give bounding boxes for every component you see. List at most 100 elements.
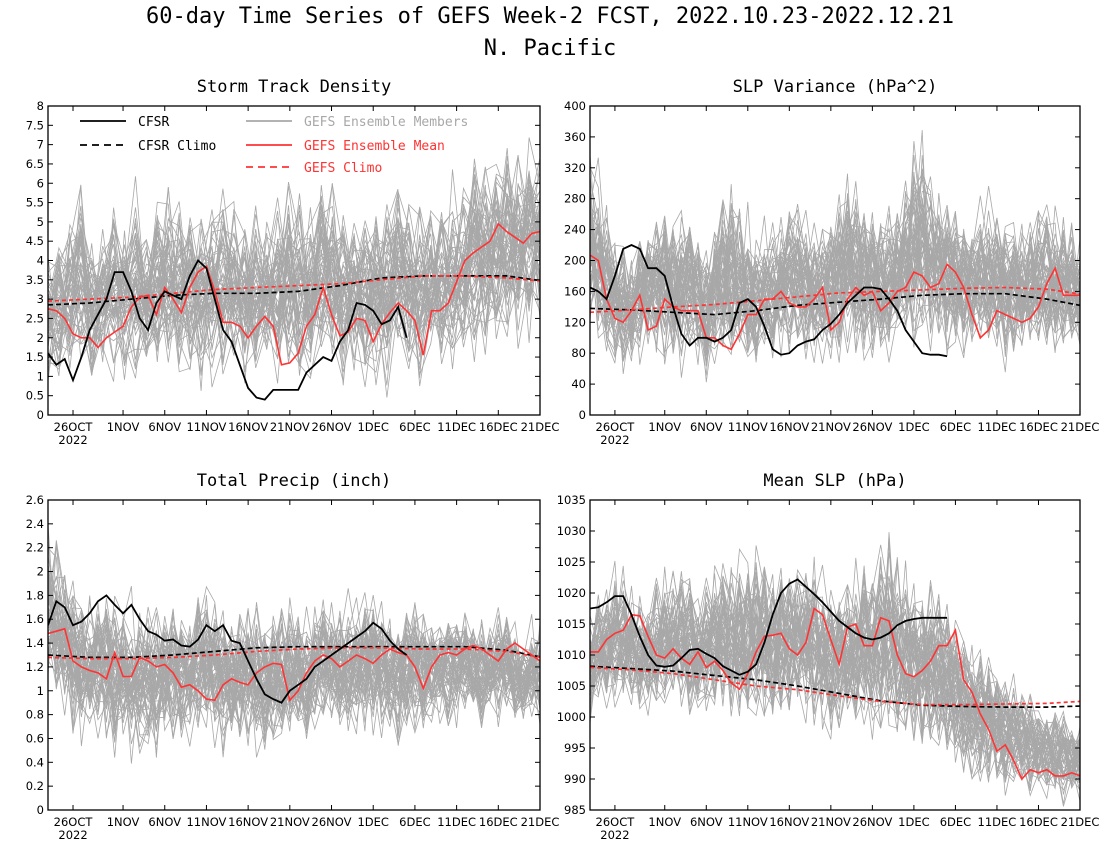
member-line	[48, 213, 540, 376]
y-tick-label: 2.5	[26, 311, 44, 325]
x-tick-label: 11NOV	[728, 420, 768, 434]
panel-1: Storm Track Density 0 0.5 1 1.5 2 2.5 3 3.5 4 4.5 5…	[26, 77, 560, 447]
chart-title: 60-day Time Series of GEFS Week-2 FCST, …	[146, 4, 954, 29]
legend-label: CFSR	[138, 115, 169, 130]
y-tick-label: 80	[571, 346, 586, 360]
x-tick-label: 1DEC	[357, 420, 388, 434]
x-tick-label: 16NOV	[228, 815, 268, 829]
panel-3: Total Precip (inch) 0 0.2 0.4 0.6 0.8 1 1.2 1.4 1…	[26, 471, 560, 842]
x-tick-label: 21DEC	[1061, 815, 1100, 829]
x-tick-label: 21NOV	[811, 815, 851, 829]
x-tick-label: 16DEC	[479, 815, 518, 829]
x-tick-label: 11NOV	[728, 815, 768, 829]
plot-frame	[47, 499, 541, 811]
legend-label: GEFS Ensemble Mean	[304, 139, 445, 154]
member-line	[48, 205, 540, 370]
member-line	[590, 573, 1080, 781]
x-tick-label: 26NOV	[852, 420, 892, 434]
y-tick-label: 6	[37, 176, 44, 190]
gefs-climo-line	[590, 286, 1080, 314]
y-tick-label: 1	[37, 369, 44, 383]
x-tick-label: 21DEC	[521, 815, 560, 829]
legend-label: GEFS Climo	[304, 161, 382, 176]
x-year-label: 2022	[58, 828, 87, 842]
y-tick-label: 1020	[557, 586, 586, 600]
y-tick-label: 1030	[557, 524, 586, 538]
cfsr-line	[590, 244, 948, 358]
x-tick-label: 11DEC	[437, 815, 476, 829]
y-tick-label: 160	[564, 284, 586, 298]
y-tick-label: 200	[564, 254, 586, 268]
x-tick-label: 16NOV	[769, 420, 809, 434]
y-tick-label: 1.4	[26, 636, 44, 650]
x-tick-label: 1NOV	[648, 815, 681, 829]
member-line	[48, 196, 540, 365]
ensemble-members	[590, 130, 1080, 383]
x-tick-label: 6NOV	[690, 420, 723, 434]
y-tick-label: 1025	[557, 555, 586, 569]
cfsr-line	[48, 594, 408, 704]
y-tick-label: 360	[564, 130, 586, 144]
x-tick-label: 1NOV	[648, 420, 681, 434]
ensemble-members	[48, 523, 540, 764]
y-tick-label: 7.5	[26, 118, 44, 132]
y-tick-label: 0.4	[26, 755, 44, 769]
y-tick-label: 5.5	[26, 196, 44, 210]
x-year-label: 2022	[58, 433, 87, 447]
member-line	[48, 163, 540, 356]
x-tick-label: 6NOV	[690, 815, 723, 829]
y-tick-label: 280	[564, 192, 586, 206]
y-tick-label: 0	[579, 408, 586, 422]
panel-title: SLP Variance (hPa^2)	[733, 77, 938, 97]
member-line	[590, 180, 1080, 354]
y-tick-label: 40	[571, 377, 586, 391]
x-tick-label: 26NOV	[852, 815, 892, 829]
y-tick-label: 240	[564, 223, 586, 237]
member-line	[48, 166, 540, 382]
cfsr-climo-line	[48, 645, 540, 659]
legend-label: GEFS Ensemble Members	[304, 115, 468, 130]
member-line	[590, 577, 1080, 770]
member-line	[590, 532, 1080, 786]
y-tick-label: 2.2	[26, 541, 44, 555]
member-line	[590, 540, 1080, 785]
member-line	[590, 203, 1080, 362]
cfsr-climo-line	[48, 275, 540, 306]
x-tick-label: 1NOV	[107, 815, 140, 829]
member-line	[48, 588, 540, 727]
panel-4: Mean SLP (hPa) 985 990 995 1000 1005 1010 1015 1…	[557, 471, 1100, 842]
x-tick-label: 26OCT	[596, 420, 636, 434]
x-tick-label: 1NOV	[107, 420, 140, 434]
y-tick-label: 2.4	[26, 517, 44, 531]
y-tick-label: 400	[564, 99, 586, 113]
member-line	[48, 576, 540, 743]
legend-label: CFSR Climo	[138, 139, 216, 154]
y-tick-label: 1015	[557, 617, 586, 631]
cfsr-climo-line	[590, 665, 1080, 708]
y-tick-label: 2.6	[26, 493, 44, 507]
legend: CFSR CFSR Climo GEFS Ensemble Members GEFS …	[80, 115, 468, 176]
panel-2: SLP Variance (hPa^2) 0 40 80 120 160 200 240 280…	[564, 77, 1099, 447]
y-tick-label: 2	[37, 565, 44, 579]
x-tick-label: 21DEC	[1061, 420, 1100, 434]
y-tick-label: 1005	[557, 679, 586, 693]
x-tick-label: 6DEC	[940, 420, 971, 434]
cfsr-line	[590, 578, 948, 676]
y-tick-label: 5	[37, 215, 44, 229]
chart-subtitle: N. Pacific	[483, 36, 617, 61]
member-line	[48, 188, 540, 339]
y-tick-label: 8	[37, 99, 44, 113]
ensemble-members	[48, 137, 540, 398]
x-tick-label: 1DEC	[898, 815, 929, 829]
panel-title: Mean SLP (hPa)	[763, 471, 906, 491]
member-line	[48, 163, 540, 359]
y-tick-label: 1.8	[26, 588, 44, 602]
y-tick-label: 7	[37, 138, 44, 152]
member-line	[48, 190, 540, 358]
y-tick-label: 1035	[557, 493, 586, 507]
x-tick-label: 26NOV	[312, 815, 352, 829]
y-tick-label: 990	[564, 772, 586, 786]
x-tick-label: 16DEC	[479, 420, 518, 434]
y-tick-label: 0.6	[26, 731, 44, 745]
gefs-ensemble-mean-line	[590, 254, 1080, 351]
